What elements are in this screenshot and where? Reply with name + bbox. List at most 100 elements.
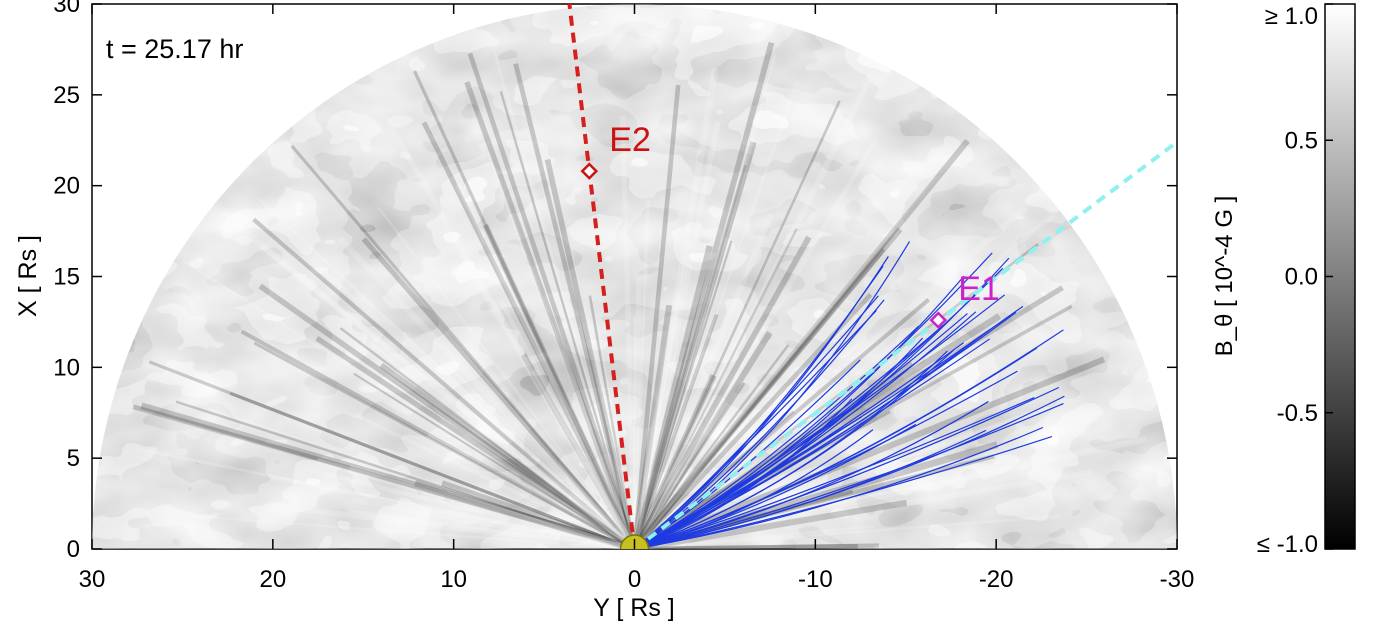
- heatmap-ray: [349, 509, 635, 549]
- heatmap-ray: [633, 207, 741, 549]
- y-axis-label: X [ Rs ]: [14, 235, 42, 317]
- heatmap-ray: [633, 171, 809, 549]
- colorbar-ticks: ≥ 1.0 0.5 0.0 -0.5 ≤ -1.0: [1257, 3, 1333, 558]
- heatmap-ray: [631, 320, 770, 549]
- colorbar-tick-label: 0.5: [1285, 127, 1318, 154]
- heatmap-ray: [464, 81, 638, 549]
- x-tick-label: 10: [440, 566, 467, 593]
- y-tick-label: 30: [53, 0, 80, 18]
- colorbar-tick-label: ≥ 1.0: [1265, 3, 1318, 30]
- x-axis-label: Y [ Rs ]: [593, 594, 675, 622]
- heatmap-ray: [486, 151, 637, 549]
- heatmap-ray: [632, 243, 1029, 549]
- heatmap-ray: [455, 182, 638, 549]
- heatmap-ray: [426, 433, 636, 549]
- heatmap-ray: [191, 514, 635, 549]
- heatmap-ray: [632, 317, 772, 549]
- colorbar-tick-label: 0.0: [1285, 264, 1318, 291]
- heatmap-ray: [463, 341, 637, 549]
- y-tick-label: 5: [67, 445, 80, 472]
- heatmap-ray: [633, 344, 790, 549]
- heatmap-ray: [631, 292, 682, 549]
- colorbar-label: B_θ [ 10^-4 G ]: [1211, 196, 1238, 357]
- heatmap-ray: [378, 447, 636, 549]
- heatmap-ray: [631, 41, 775, 549]
- heatmap-ray: [587, 334, 637, 549]
- heatmap-ray: [531, 368, 637, 549]
- heatmap-ray: [588, 295, 636, 549]
- heatmap-ray: [631, 213, 774, 549]
- y-tick-label: 15: [53, 264, 80, 291]
- heatmap-ray: [499, 301, 637, 549]
- heatmap-ray: [316, 458, 636, 549]
- field-line: [634, 386, 1060, 549]
- heatmap-ray: [351, 496, 636, 549]
- heatmap-ray: [355, 413, 636, 549]
- heatmap-ray: [632, 138, 970, 549]
- heatmap-ray: [290, 144, 636, 549]
- heatmap-ray: [220, 211, 637, 549]
- heatmap-ray: [353, 290, 637, 549]
- colorbar: ≥ 1.0 0.5 0.0 -0.5 ≤ -1.0 B_θ [ 10^-4 G ]: [1211, 3, 1356, 558]
- heatmap-ray: [459, 253, 638, 549]
- heatmap-ray: [520, 353, 637, 549]
- field-line: [634, 241, 911, 549]
- colorbar-tick-label: -0.5: [1277, 400, 1318, 427]
- markers: E2 E1: [580, 121, 1000, 549]
- x-tick-label: -30: [1160, 566, 1195, 593]
- heatmap-ray: [447, 490, 635, 549]
- y-tick-label: 10: [53, 354, 80, 381]
- heatmap-ray: [634, 514, 1062, 549]
- heatmap-ray: [132, 404, 636, 549]
- heatmap-ray: [208, 407, 635, 549]
- field-line: [634, 338, 990, 549]
- heatmap-ray: [631, 78, 872, 549]
- field-line: [634, 310, 877, 549]
- field-line: [634, 429, 987, 549]
- heatmap-ray: [348, 465, 636, 549]
- heatmap-ray: [181, 258, 636, 549]
- heatmap-ray: [499, 91, 636, 549]
- field-line: [634, 370, 1018, 549]
- marker-label-e1: E1: [958, 270, 1000, 308]
- y-tick-label: 20: [53, 173, 80, 200]
- heatmap-ray: [582, 302, 637, 549]
- heatmap-ray: [229, 391, 636, 549]
- heatmap-ray: [633, 338, 680, 549]
- heatmap-ray: [315, 336, 636, 549]
- heatmap-ray: [633, 393, 769, 549]
- heatmap-ray: [453, 370, 636, 549]
- heatmap-ray: [631, 141, 757, 549]
- heatmap-ray: [632, 361, 730, 549]
- heatmap-ray: [258, 283, 637, 549]
- x-tick-label: 0: [628, 566, 641, 593]
- heatmap-ray: [631, 67, 719, 549]
- heatmap-ray: [383, 117, 638, 549]
- heatmap-ray: [633, 164, 747, 549]
- heatmap-ray: [421, 121, 637, 549]
- heatmap-ray: [513, 63, 637, 549]
- heatmap-ray: [337, 236, 637, 549]
- field-line: [634, 398, 865, 549]
- heatmap-ray: [543, 291, 637, 549]
- x-tick-label: 30: [79, 566, 106, 593]
- heatmap-ray: [634, 525, 875, 549]
- heatmap-ray: [140, 402, 636, 549]
- heatmap-ray: [633, 365, 919, 549]
- heatmap-ray: [633, 382, 746, 549]
- heatmap-ray: [633, 100, 841, 549]
- heatmap-ray: [467, 52, 637, 549]
- field-line: [634, 275, 965, 549]
- heatmap-ray: [256, 197, 636, 549]
- heatmap-ray: [361, 237, 637, 549]
- heatmap-ray: [633, 356, 1106, 549]
- y-axis: 0 5 10 15 20 25 30: [53, 0, 1177, 563]
- marker-e2: [580, 162, 599, 180]
- colorbar-gradient: [1324, 3, 1356, 550]
- heatmap-ray: [634, 543, 858, 549]
- heatmap-ray: [271, 503, 635, 549]
- heatmap-ray: [634, 543, 880, 549]
- heatmap-ray: [632, 313, 719, 549]
- heatmap-ray: [361, 335, 636, 549]
